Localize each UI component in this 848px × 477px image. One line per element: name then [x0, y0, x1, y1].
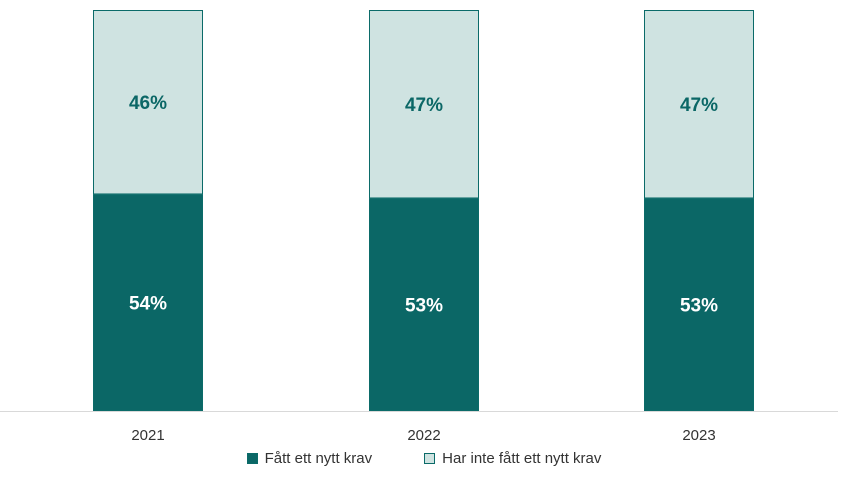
- data-label-2021-series-1: 54%: [129, 294, 167, 315]
- legend-label-series-1: Fått ett nytt krav: [264, 450, 373, 467]
- bar-segment-2022-series-2: [369, 10, 479, 199]
- bar-segment-2023-series-2: [644, 10, 754, 199]
- data-label-2022-series-1: 53%: [405, 296, 443, 317]
- x-tick-label-2021: 2021: [131, 427, 164, 444]
- x-tick-label-2023: 2023: [682, 427, 715, 444]
- data-label-2023-series-2: 47%: [680, 95, 718, 116]
- bar-segment-2022-series-1: [369, 198, 479, 411]
- legend-label-series-2: Har inte fått ett nytt krav: [442, 450, 602, 467]
- legend-swatch-series-1: [246, 453, 258, 464]
- data-label-2021-series-2: 46%: [129, 93, 167, 114]
- legend-swatch-series-2: [424, 453, 436, 464]
- chart-legend: Fått ett nytt krav Har inte fått ett nyt…: [0, 450, 848, 467]
- legend-item-series-1: Fått ett nytt krav: [246, 450, 373, 467]
- bar-segment-2023-series-1: [644, 198, 754, 411]
- data-label-2022-series-2: 47%: [405, 95, 443, 116]
- bar-segment-2021-series-1: [93, 194, 203, 411]
- x-tick-label-2022: 2022: [407, 427, 440, 444]
- legend-item-series-2: Har inte fått ett nytt krav: [424, 450, 601, 467]
- bar-segment-2021-series-2: [93, 10, 203, 195]
- data-label-2023-series-1: 53%: [680, 296, 718, 317]
